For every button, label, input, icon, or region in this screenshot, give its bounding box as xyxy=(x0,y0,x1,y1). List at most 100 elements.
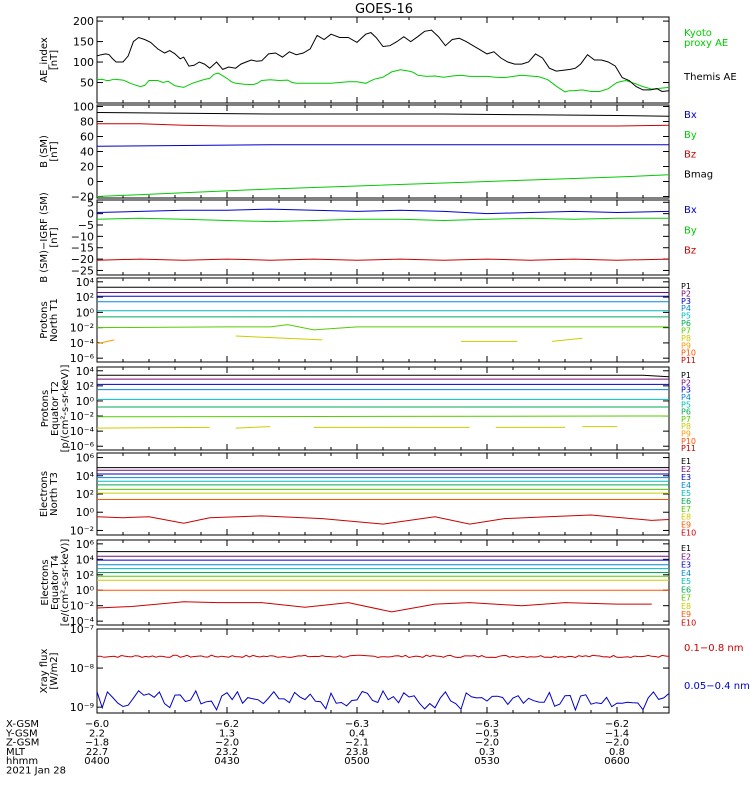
footer-row-label: hhmm xyxy=(6,756,38,767)
legend-entry: P3 xyxy=(681,386,691,395)
legend-entry: E9 xyxy=(681,521,691,530)
series-group xyxy=(97,286,669,345)
legend-entry: E2 xyxy=(681,465,691,474)
y-tick-label: 10⁻² xyxy=(70,524,94,537)
legend-entry: P6 xyxy=(681,408,691,417)
y-tick-label: 10⁴ xyxy=(76,365,95,378)
series-0-05-0-4-nm xyxy=(97,689,669,712)
series-p7 xyxy=(97,324,669,331)
y-tick-label: 10⁻⁶ xyxy=(70,440,95,453)
legend-entry: By xyxy=(684,225,697,236)
footer-value: −2.0 xyxy=(215,738,239,749)
panel-b_sm: −20 0 20 40 60 80 100 B (SM) [nT] Bx By Bz Bmag xyxy=(39,101,713,204)
y-tick-label: 20 xyxy=(80,161,94,174)
y-axis-label: Protons xyxy=(40,390,51,427)
footer-value: 0430 xyxy=(214,756,239,767)
y-tick-label: 10⁻⁴ xyxy=(70,425,95,438)
legend-entry: 0.05−0.4 nm xyxy=(684,681,750,692)
legend-entry: E8 xyxy=(681,513,691,522)
panel-protons_t2: 10⁴ 10² 10⁰ 10⁻² 10⁻⁴ 10⁻⁶ Protons Equator T2 [p… xyxy=(40,365,696,454)
y-tick-label: 10⁴ xyxy=(76,276,95,289)
footer-value: 0.3 xyxy=(479,747,495,758)
y-tick-label: −20 xyxy=(71,191,94,204)
series-bx xyxy=(97,144,669,147)
legend-entry: 0.1−0.8 nm xyxy=(684,643,743,654)
y-axis-label: Equator T4 xyxy=(50,555,61,610)
y-tick-label: −25 xyxy=(71,264,94,277)
y-tick-label: 10⁻² xyxy=(70,322,94,335)
y-tick-label: −10 xyxy=(71,230,94,243)
series-0-1-0-8-nm xyxy=(97,654,669,659)
y-tick-label: 10⁴ xyxy=(76,553,95,566)
y-axis-label: [nT] xyxy=(49,227,60,247)
footer-value: 23.8 xyxy=(346,747,368,758)
footer-row-label: X-GSM xyxy=(6,719,39,730)
legend-entry: P1 xyxy=(681,282,691,291)
y-tick-label: 200 xyxy=(73,15,94,28)
y-tick-label: 10⁻⁶ xyxy=(70,352,95,365)
footer-value: −2.0 xyxy=(605,738,629,749)
y-axis-label: B (SM) xyxy=(39,135,50,168)
series-e10 xyxy=(97,514,669,525)
y-axis-label: Equator T2 xyxy=(50,381,61,436)
legend-entry: P8 xyxy=(681,334,691,343)
y-tick-label: 10⁻⁸ xyxy=(70,662,95,675)
legend-entry: P8 xyxy=(681,422,691,431)
legend-entry: Themis AE xyxy=(683,72,737,83)
legend-entry: Bx xyxy=(684,205,697,216)
series-p8c xyxy=(551,337,583,342)
y-axis-label: Xray flux xyxy=(39,649,50,694)
legend-entry: P7 xyxy=(681,326,691,335)
legend-entry: E4 xyxy=(681,481,691,490)
footer-value: 0500 xyxy=(344,756,369,767)
series-bx xyxy=(97,208,669,215)
series-group xyxy=(97,374,669,429)
legend-entry: E2 xyxy=(681,552,691,561)
legend-entry: E6 xyxy=(681,585,691,594)
panel-frame xyxy=(96,104,670,199)
series-group xyxy=(97,112,669,197)
y-axis-label: Electrons xyxy=(39,471,50,517)
y-axis-label: Protons xyxy=(39,301,50,338)
footer-row-label: 2021 Jan 28 xyxy=(6,766,66,777)
series-themis-ae xyxy=(97,29,669,93)
y-tick-label: 10² xyxy=(76,380,94,393)
series-by xyxy=(97,174,669,197)
legend-entry: P11 xyxy=(681,444,696,453)
footer-value: −6.2 xyxy=(605,719,629,730)
legend-entry: P1 xyxy=(681,371,691,380)
y-tick-label: 10⁻² xyxy=(70,410,94,423)
series-by xyxy=(97,217,669,223)
y-tick-label: 10⁻⁹ xyxy=(70,701,94,714)
legend-entry: E5 xyxy=(681,577,691,586)
legend-entry: E8 xyxy=(681,602,691,611)
series-p1 xyxy=(97,374,669,378)
series-kyoto-proxy-ae xyxy=(97,69,669,93)
series-bz xyxy=(97,258,669,261)
legend-entry: Bz xyxy=(684,150,696,161)
footer-value: −6.3 xyxy=(475,719,499,730)
footer-value: 1.3 xyxy=(219,728,235,739)
legend-entry: E4 xyxy=(681,569,691,578)
y-axis-label: [p/(cm²-s-sr-keV)] xyxy=(60,365,71,453)
series-p8a xyxy=(97,426,210,429)
y-tick-label: 0 xyxy=(87,208,94,221)
y-tick-label: −15 xyxy=(71,242,94,255)
legend-entry: E1 xyxy=(681,457,691,466)
footer-value: 0530 xyxy=(474,756,499,767)
legend-entry: P5 xyxy=(681,312,691,321)
legend-entry: Bz xyxy=(684,246,696,257)
footer-value: −0.5 xyxy=(475,728,499,739)
y-tick-label: 10⁻⁷ xyxy=(70,623,94,636)
legend-entry: P5 xyxy=(681,400,691,409)
footer-value: 23.2 xyxy=(216,747,238,758)
y-tick-label: 60 xyxy=(80,131,94,144)
panel-xray: 10⁻⁷ 10⁻⁸ 10⁻⁹ Xray flux [W/m2] 0.1−0.8 nm 0.0… xyxy=(39,623,750,714)
y-tick-label: 50 xyxy=(80,77,94,90)
footer-value: −1.4 xyxy=(605,728,629,739)
